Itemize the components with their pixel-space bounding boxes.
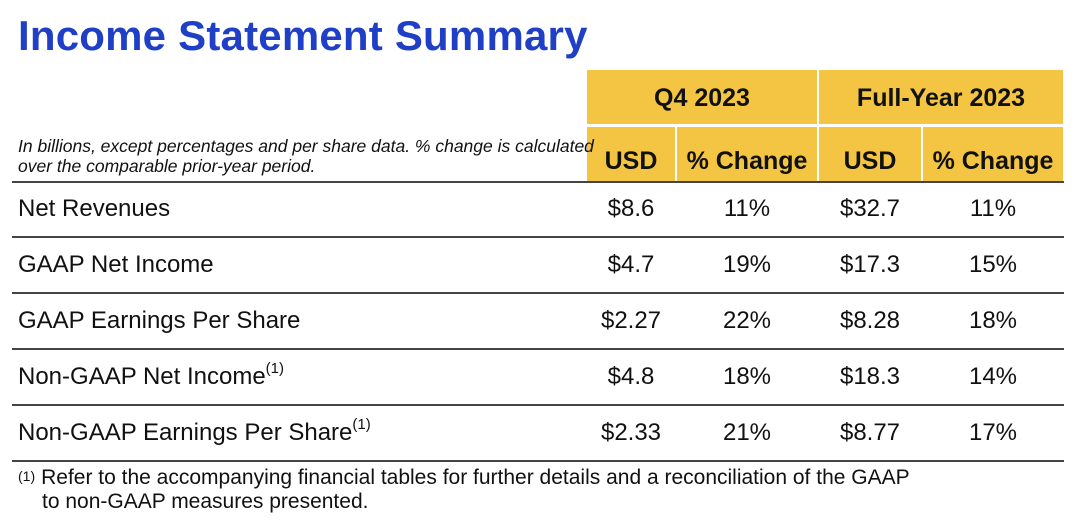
header-fy-usd [819, 127, 921, 181]
row-nongaap-eps-fy-pct: 17% [968, 419, 1018, 446]
rule-row-1 [12, 236, 1064, 238]
row-gaap-net-income-fy-usd: $17.3 [839, 251, 901, 278]
footnote: (1) Refer to the accompanying financial t… [18, 466, 1058, 514]
row-nongaap-eps-fy-usd: $8.77 [839, 419, 901, 446]
footnote-mark: (1) [18, 468, 36, 484]
row-gaap-eps-fy-usd: $8.28 [839, 307, 901, 334]
row-gaap-eps-q4-usd: $2.27 [600, 307, 662, 334]
row-gaap-net-income-fy-pct: 15% [968, 251, 1018, 278]
rule-row-2 [12, 292, 1064, 294]
row-nongaap-net-income-fy-usd: $18.3 [839, 363, 901, 390]
table-note: In billions, except percentages and per … [18, 136, 594, 176]
q4-period-label: Q4 2023 [654, 84, 750, 112]
row-gaap-net-income-label: GAAP Net Income [18, 251, 214, 278]
row-nongaap-eps-text: Non-GAAP Earnings Per Share [18, 419, 353, 446]
fy-usd-label: USD [843, 147, 897, 175]
rule-header [12, 181, 1064, 183]
row-nongaap-eps-q4-pct: 21% [722, 419, 772, 446]
row-net-revenues-fy-pct: 11% [969, 195, 1017, 222]
footnote-line-2: to non-GAAP measures presented. [42, 490, 369, 513]
rule-row-5 [12, 460, 1064, 462]
footnote-line-1: Refer to the accompanying financial tabl… [41, 466, 910, 489]
header-q4-pct [677, 127, 817, 181]
row-gaap-eps-fy-pct: 18% [968, 307, 1018, 334]
row-nongaap-eps-label: Non-GAAP Earnings Per Share(1) [18, 417, 371, 446]
row-net-revenues-q4-pct: 11% [723, 195, 771, 222]
row-gaap-net-income-q4-usd: $4.7 [607, 251, 655, 278]
header-q4-period [587, 70, 817, 124]
row-net-revenues-label: Net Revenues [18, 195, 171, 222]
row-net-revenues-q4-usd: $8.6 [607, 195, 655, 222]
header-fy-period [819, 70, 1063, 124]
fy-period-label: Full-Year 2023 [856, 84, 1026, 112]
q4-pct-label: % Change [686, 147, 808, 175]
header-fy-pct [923, 127, 1063, 181]
rule-row-4 [12, 404, 1064, 406]
row-gaap-eps-label: GAAP Earnings Per Share [18, 307, 301, 334]
row-nongaap-net-income-text: Non-GAAP Net Income [18, 363, 266, 390]
row-nongaap-net-income-q4-usd: $4.8 [607, 363, 655, 390]
row-nongaap-net-income-label: Non-GAAP Net Income(1) [18, 361, 284, 390]
header-q4-usd [587, 127, 675, 181]
row-nongaap-net-income-fy-pct: 14% [968, 363, 1018, 390]
row-net-revenues-fy-usd: $32.7 [839, 195, 901, 222]
q4-usd-label: USD [604, 147, 658, 175]
footnote-ref: (1) [265, 360, 285, 377]
page-title: Income Statement Summary [18, 12, 588, 59]
row-nongaap-eps-q4-usd: $2.33 [600, 419, 662, 446]
fy-pct-label: % Change [932, 147, 1054, 175]
rule-row-3 [12, 348, 1064, 350]
row-gaap-eps-q4-pct: 22% [722, 307, 772, 334]
row-gaap-net-income-q4-pct: 19% [722, 251, 772, 278]
footnote-ref: (1) [352, 416, 371, 433]
row-nongaap-net-income-q4-pct: 18% [722, 363, 772, 390]
